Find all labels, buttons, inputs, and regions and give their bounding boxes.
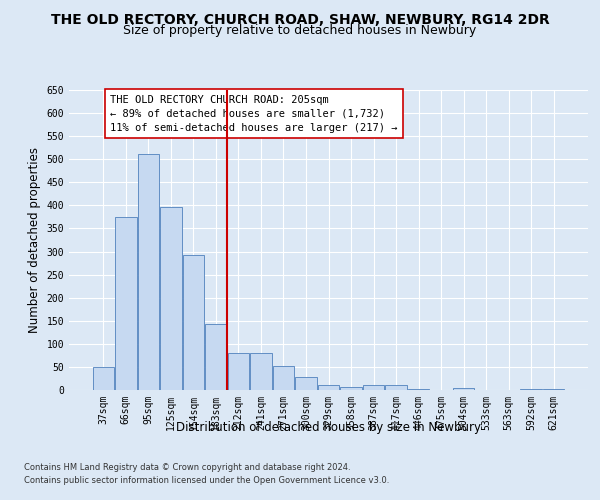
Bar	[182, 255, 204, 390]
Text: Distribution of detached houses by size in Newbury: Distribution of detached houses by size …	[176, 421, 481, 434]
Bar	[115, 217, 137, 390]
Bar	[137, 154, 159, 390]
Text: THE OLD RECTORY, CHURCH ROAD, SHAW, NEWBURY, RG14 2DR: THE OLD RECTORY, CHURCH ROAD, SHAW, NEWB…	[50, 12, 550, 26]
Bar	[273, 366, 294, 390]
Bar	[520, 388, 542, 390]
Text: Contains public sector information licensed under the Open Government Licence v3: Contains public sector information licen…	[24, 476, 389, 485]
Bar	[92, 367, 114, 390]
Bar	[250, 353, 272, 390]
Y-axis label: Number of detached properties: Number of detached properties	[28, 147, 41, 333]
Bar	[318, 385, 339, 390]
Bar	[295, 376, 317, 390]
Bar	[453, 388, 475, 390]
Bar	[385, 385, 407, 390]
Bar	[363, 385, 384, 390]
Text: Contains HM Land Registry data © Crown copyright and database right 2024.: Contains HM Land Registry data © Crown c…	[24, 462, 350, 471]
Bar	[543, 388, 565, 390]
Text: THE OLD RECTORY CHURCH ROAD: 205sqm
← 89% of detached houses are smaller (1,732): THE OLD RECTORY CHURCH ROAD: 205sqm ← 89…	[110, 94, 398, 132]
Bar	[340, 387, 362, 390]
Bar	[205, 324, 227, 390]
Bar	[408, 388, 429, 390]
Bar	[228, 353, 249, 390]
Bar	[160, 207, 182, 390]
Text: Size of property relative to detached houses in Newbury: Size of property relative to detached ho…	[124, 24, 476, 37]
